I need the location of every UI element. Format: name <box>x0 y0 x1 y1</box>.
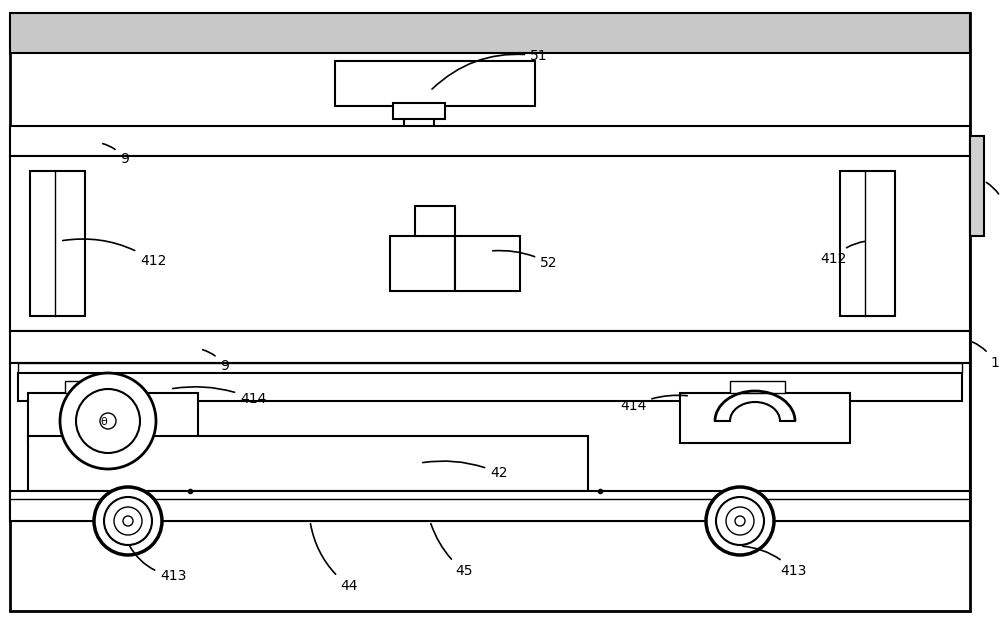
Text: 45: 45 <box>431 524 473 578</box>
Bar <box>390 236 455 291</box>
Text: 412: 412 <box>820 242 865 266</box>
Bar <box>415 206 455 236</box>
Circle shape <box>706 487 774 555</box>
Text: 44: 44 <box>310 524 358 593</box>
Text: 9: 9 <box>103 143 129 166</box>
Circle shape <box>716 497 764 545</box>
Bar <box>680 393 850 443</box>
Circle shape <box>76 389 140 453</box>
Bar <box>28 393 198 443</box>
Bar <box>10 491 970 521</box>
Bar <box>30 171 85 316</box>
Text: 52: 52 <box>493 250 558 270</box>
Circle shape <box>104 497 152 545</box>
Text: 414: 414 <box>173 387 266 406</box>
Bar <box>970 136 984 236</box>
Text: 42: 42 <box>423 461 508 480</box>
Text: 1: 1 <box>973 342 999 370</box>
Text: 9: 9 <box>203 350 229 373</box>
Bar <box>18 363 962 373</box>
Bar <box>18 373 962 401</box>
Text: 412: 412 <box>63 239 166 268</box>
Text: 51: 51 <box>432 49 548 89</box>
Bar <box>65 381 120 393</box>
Circle shape <box>123 516 133 526</box>
Bar <box>10 363 970 521</box>
Circle shape <box>60 373 156 469</box>
Bar <box>730 381 785 393</box>
Bar <box>10 331 970 363</box>
Circle shape <box>735 516 745 526</box>
Text: 413: 413 <box>743 546 806 578</box>
Bar <box>393 103 445 119</box>
Circle shape <box>100 413 116 429</box>
Bar <box>10 13 970 53</box>
Bar <box>10 156 970 331</box>
Text: 413: 413 <box>129 545 186 583</box>
Bar <box>840 171 895 316</box>
Circle shape <box>726 507 754 535</box>
Bar <box>28 436 588 491</box>
Bar <box>10 126 970 156</box>
Circle shape <box>94 487 162 555</box>
Bar <box>404 106 434 135</box>
Text: 414: 414 <box>620 396 687 413</box>
Bar <box>335 61 535 106</box>
Circle shape <box>114 507 142 535</box>
Text: θ: θ <box>100 417 107 427</box>
Text: 7: 7 <box>986 183 1000 213</box>
Bar <box>455 236 520 291</box>
